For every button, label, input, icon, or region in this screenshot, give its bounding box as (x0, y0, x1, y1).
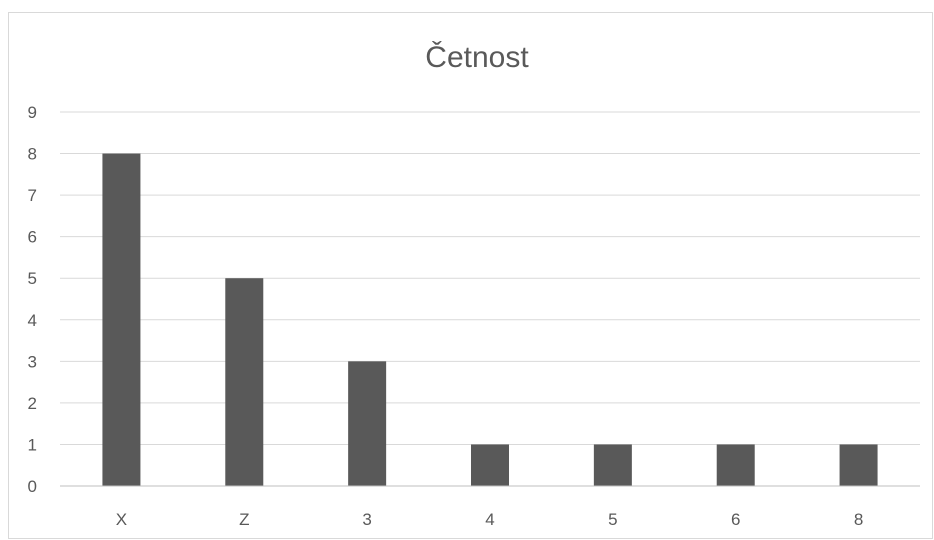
x-tick-label: 3 (362, 510, 371, 529)
y-tick-label: 2 (28, 394, 37, 413)
bar-6 (716, 444, 755, 486)
bar-4 (471, 444, 509, 486)
y-tick-label: 5 (28, 269, 37, 288)
bar-8 (839, 444, 878, 486)
x-tick-label: 8 (854, 510, 863, 529)
bars (102, 153, 878, 487)
bar-Z (225, 278, 264, 486)
y-tick-label: 8 (28, 145, 37, 164)
x-tick-label: 4 (485, 510, 494, 529)
y-tick-label: 1 (28, 435, 37, 454)
x-tick-label: 6 (731, 510, 740, 529)
y-tick-label: 3 (28, 352, 37, 371)
x-tick-label: 5 (608, 510, 617, 529)
y-tick-label: 4 (28, 311, 37, 330)
chart-frame (8, 12, 933, 539)
chart-title: Četnost (425, 40, 529, 74)
x-tick-label: Z (239, 510, 249, 529)
y-tick-label: 0 (28, 477, 37, 496)
bar-X (102, 153, 141, 487)
bar-5 (593, 444, 632, 486)
y-tick-label: 7 (28, 186, 37, 205)
y-tick-label: 9 (28, 103, 37, 122)
bar-3 (348, 361, 387, 486)
x-tick-label: X (116, 510, 127, 529)
gridlines (60, 111, 920, 445)
y-tick-label: 6 (28, 228, 37, 247)
tick-labels: 0 1 2 3 4 5 6 7 8 9 X Z 3 4 5 6 8 (28, 103, 864, 529)
